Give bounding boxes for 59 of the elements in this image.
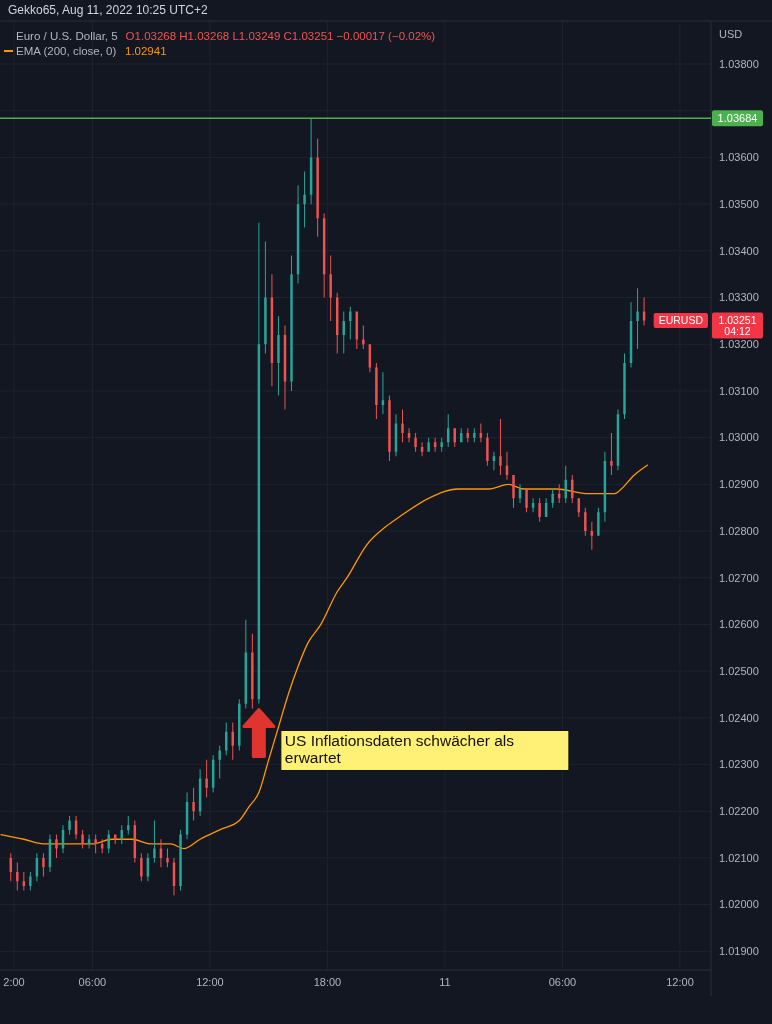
x-tick-label: 12:00: [666, 976, 694, 988]
candlestick: [473, 428, 476, 443]
candlestick: [153, 820, 156, 863]
candlestick: [303, 171, 306, 228]
y-tick-label: 1.02500: [719, 664, 759, 677]
legend-label: EMA (200, close, 0): [16, 45, 117, 57]
y-tick-label: 1.03400: [719, 244, 759, 257]
candlestick: [94, 834, 97, 854]
y-tick-label: 1.02300: [719, 758, 759, 771]
candlestick: [192, 787, 195, 821]
annotation: US Inflationsdaten schwächer als erwartet: [284, 732, 515, 767]
y-tick-label: 1.03100: [719, 384, 759, 397]
y-tick-label: 1.03200: [719, 338, 759, 351]
text: 1.03251: [718, 314, 757, 327]
annotation: EURUSD: [658, 314, 704, 327]
candlestick: [16, 862, 19, 891]
x-tick-label: 2:00: [3, 976, 25, 988]
y-axis-title: USD: [719, 28, 743, 40]
x-tick-label: 18:00: [313, 976, 342, 988]
x-tick-label: 11: [439, 976, 451, 988]
annotation: 1.02941: [124, 45, 167, 57]
text: Euro / U.S. Dollar, 5: [16, 30, 118, 42]
y-tick-label: 1.02900: [719, 478, 759, 491]
ref-line-label: 1.03684: [717, 112, 758, 125]
candlestick: [538, 498, 541, 522]
y-tick-label: 1.03800: [719, 57, 759, 70]
y-tick-label: 1.02100: [719, 851, 759, 864]
x-tick-label: 06:00: [548, 976, 577, 988]
y-tick-label: 1.01900: [719, 945, 759, 958]
y-tick-label: 1.03500: [719, 197, 759, 210]
candlestick: [127, 815, 130, 835]
candlestick: [264, 241, 267, 354]
candlestick: [277, 316, 280, 396]
candlestick: [427, 437, 430, 452]
y-tick-label: 1.03600: [719, 151, 759, 164]
candlestick: [636, 288, 639, 349]
y-tick-label: 1.02700: [719, 571, 759, 584]
y-tick-label: 1.02600: [719, 618, 759, 631]
candlestick: [55, 834, 58, 858]
candlestick: [499, 418, 502, 475]
candlestick: [166, 848, 169, 868]
text: O1.03268 H1.03268 L1.03249 C1.03251 −0.00017 (−0.02%): [125, 30, 436, 42]
y-tick-label: 1.02000: [719, 898, 759, 911]
y-tick-label: 1.02400: [719, 711, 759, 724]
text: 04:12: [724, 325, 751, 338]
candlestick: [205, 759, 208, 798]
candlestick: [218, 745, 221, 779]
text: Gekko65, Aug 11, 2022 10:25 UTC+2: [8, 3, 208, 17]
x-tick-label: 06:00: [78, 976, 107, 988]
x-tick-label: 12:00: [196, 976, 224, 988]
candlestick: [440, 437, 443, 452]
line-series: [0, 464, 648, 850]
y-tick-label: 1.02200: [719, 805, 759, 818]
y-tick-label: 1.02800: [719, 524, 759, 537]
y-tick-label: 1.03000: [719, 431, 759, 444]
candlestick: [349, 306, 352, 340]
y-tick-label: 1.03300: [719, 291, 759, 304]
candlestick: [610, 432, 613, 475]
candlestick: [329, 255, 332, 321]
